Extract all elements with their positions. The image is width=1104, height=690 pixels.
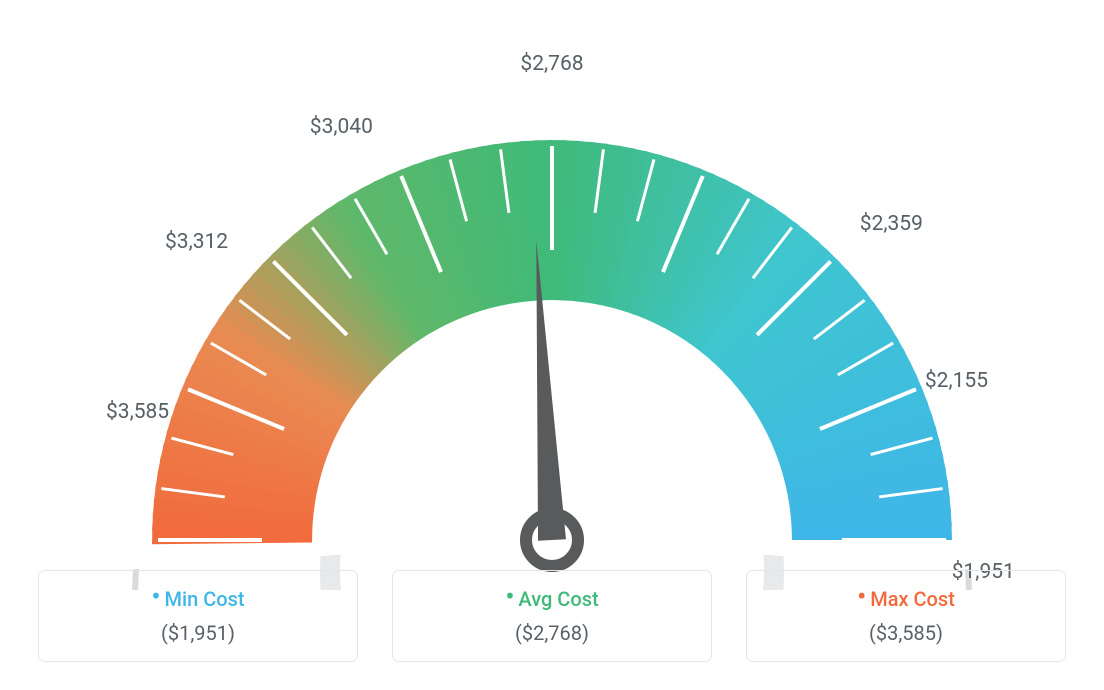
legend-label: Max Cost (870, 587, 955, 611)
gauge-tick-label: $3,585 (106, 400, 169, 424)
dot-icon: • (857, 592, 866, 602)
legend-title-avg: • Avg Cost (505, 587, 598, 611)
dot-icon: • (151, 592, 160, 602)
gauge-svg (102, 50, 1002, 590)
gauge-tick-label: $2,155 (925, 369, 988, 393)
legend-title-max: • Max Cost (857, 587, 955, 611)
legend-label: Min Cost (165, 587, 245, 611)
legend-value-max: ($3,585) (869, 621, 943, 645)
legend-title-min: • Min Cost (151, 587, 244, 611)
gauge-tick-label: $3,312 (165, 230, 228, 254)
dot-icon: • (505, 592, 514, 602)
gauge-tick-label: $3,040 (310, 115, 373, 139)
legend-row: • Min Cost ($1,951) • Avg Cost ($2,768) … (38, 570, 1066, 662)
legend-card-max: • Max Cost ($3,585) (746, 570, 1066, 662)
gauge-tick-label: $2,359 (860, 212, 923, 236)
legend-card-avg: • Avg Cost ($2,768) (392, 570, 712, 662)
legend-card-min: • Min Cost ($1,951) (38, 570, 358, 662)
legend-value-avg: ($2,768) (515, 621, 589, 645)
legend-value-min: ($1,951) (161, 621, 235, 645)
gauge-chart: $1,951$2,155$2,359$2,768$3,040$3,312$3,5… (0, 0, 1104, 560)
legend-label: Avg Cost (518, 587, 598, 611)
gauge-tick-label: $2,768 (520, 52, 583, 76)
